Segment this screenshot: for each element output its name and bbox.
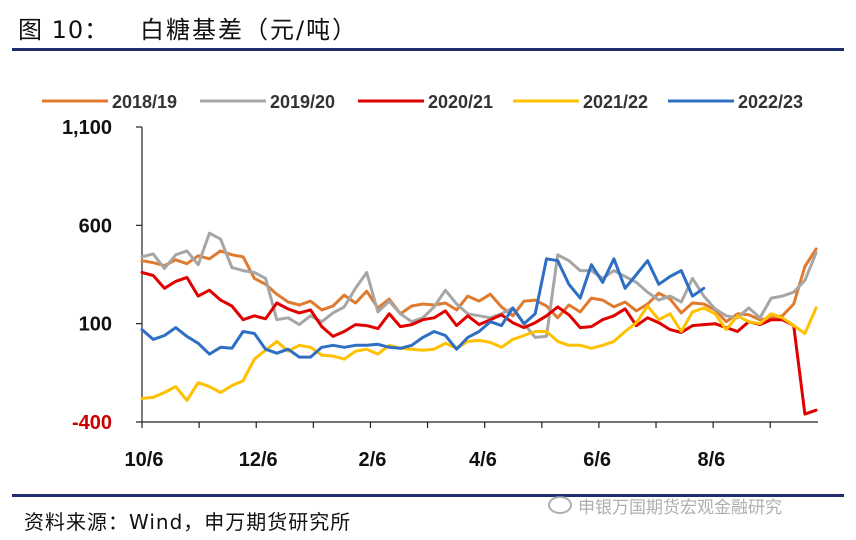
legend-label: 2021/22: [583, 92, 648, 112]
figure-title: 白糖基差（元/吨）: [140, 16, 359, 44]
y-tick-label: 600: [79, 215, 112, 237]
figure-number: 图 10：: [18, 16, 110, 44]
x-tick-label: 8/6: [697, 449, 725, 471]
legend-label: 2020/21: [428, 92, 493, 112]
x-tick-label: 10/6: [125, 449, 164, 471]
x-tick-label: 2/6: [359, 449, 387, 471]
legend-label: 2022/23: [738, 92, 803, 112]
y-tick-label: -400: [72, 412, 112, 434]
top-rule: [12, 48, 844, 51]
source-note: 资料来源：Wind，申万期货研究所: [24, 510, 352, 534]
legend-item-2019-20: 2019/20: [200, 92, 335, 112]
legend-item-2020-21: 2020/21: [358, 92, 493, 112]
y-tick-label: 1,100: [62, 117, 112, 139]
series-line-2021-22: [140, 304, 818, 402]
series-line-2018-19: [140, 247, 818, 324]
watermark: 申银万国期货宏观金融研究: [548, 493, 782, 518]
watermark-text: 申银万国期货宏观金融研究: [578, 498, 782, 518]
series-line-2019-20: [140, 231, 818, 339]
x-tick-label: 6/6: [583, 449, 611, 471]
chart-axes: 1,100 600 100 -400 10/6 12/6 2/6 4/6 6/6 8/6: [62, 117, 818, 471]
legend-label: 2018/19: [112, 92, 177, 112]
x-tick-label: 12/6: [239, 449, 278, 471]
legend-item-2021-22: 2021/22: [513, 92, 648, 112]
legend-label: 2019/20: [270, 92, 335, 112]
series-line-2022-23: [140, 257, 706, 359]
series-line-2020-21: [140, 271, 818, 416]
title-row: 图 10： 白糖基差（元/吨）: [0, 0, 856, 50]
bottom-rule: [12, 494, 844, 497]
legend-item-2018-19: 2018/19: [42, 92, 177, 112]
chart-legend: 2018/19 2019/20 2020/21 2021/22 2022/23: [42, 92, 803, 112]
y-tick-label: 100: [79, 314, 112, 336]
wechat-icon: [548, 496, 572, 514]
legend-item-2022-23: 2022/23: [668, 92, 803, 112]
x-tick-label: 4/6: [469, 449, 497, 471]
plot-area: [140, 231, 818, 416]
